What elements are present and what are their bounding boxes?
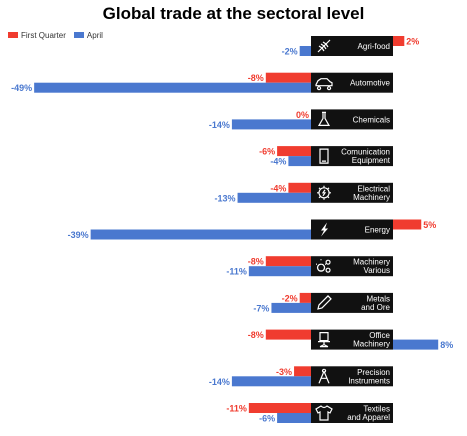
bar-april-comunication-equipment xyxy=(288,156,311,167)
bar-first-quarter-metals-and-ore xyxy=(299,292,311,303)
category-box-automotive xyxy=(311,72,393,93)
bar-april-automotive xyxy=(34,82,312,93)
bar-first-quarter-precision-instruments xyxy=(294,366,311,377)
value-label-first-quarter-precision-instruments: -3% xyxy=(276,367,292,377)
value-label-first-quarter-office-machinery: -8% xyxy=(248,330,264,340)
category-label-textiles-and-apparel: Textiles and Apparel xyxy=(347,405,390,423)
category-box-precision-instruments xyxy=(311,366,393,387)
bar-first-quarter-energy xyxy=(393,219,422,230)
value-label-first-quarter-agri-food: 2% xyxy=(406,37,419,47)
value-label-april-machinery-various: -11% xyxy=(226,267,247,277)
category-label-chemicals: Chemicals xyxy=(353,115,390,124)
bar-april-office-machinery xyxy=(393,339,439,350)
office-chair-icon xyxy=(318,332,330,348)
value-label-april-textiles-and-apparel: -6% xyxy=(259,414,275,424)
value-label-first-quarter-automotive: -8% xyxy=(248,73,264,83)
value-label-april-precision-instruments: -14% xyxy=(209,377,230,387)
category-box-machinery-various xyxy=(311,256,393,277)
legend-label-april: April xyxy=(86,30,103,40)
legend: First Quarter April xyxy=(8,28,111,42)
value-label-first-quarter-textiles-and-apparel: -11% xyxy=(226,404,247,414)
gears-icon xyxy=(316,259,331,273)
bar-april-machinery-various xyxy=(248,266,311,277)
legend-label-first-quarter: First Quarter xyxy=(21,30,66,40)
pencil-icon xyxy=(317,295,332,310)
category-box-agri-food xyxy=(311,36,393,56)
category-box-office-machinery xyxy=(311,329,393,350)
lightning-icon xyxy=(321,222,328,237)
category-box-textiles-and-apparel xyxy=(311,403,393,423)
bar-april-agri-food xyxy=(299,46,311,56)
bar-april-metals-and-ore xyxy=(271,302,311,313)
wheat-icon xyxy=(317,39,331,53)
category-label-office-machinery: Office Machinery xyxy=(353,331,390,349)
category-label-automotive: Automotive xyxy=(350,79,391,88)
value-label-april-metals-and-ore: -7% xyxy=(253,303,269,313)
bar-first-quarter-office-machinery xyxy=(265,329,311,340)
category-box-metals-and-ore xyxy=(311,292,393,313)
value-label-first-quarter-electrical-machinery: -4% xyxy=(270,183,286,193)
bar-first-quarter-machinery-various xyxy=(265,256,311,267)
category-label-metals-and-ore: Metals and Ore xyxy=(361,294,390,312)
bar-first-quarter-automotive xyxy=(265,72,311,83)
bar-april-chemicals xyxy=(231,119,311,130)
category-label-agri-food: Agri-food xyxy=(358,42,390,51)
bar-april-energy xyxy=(90,229,312,240)
category-label-energy: Energy xyxy=(365,226,390,235)
bar-april-precision-instruments xyxy=(231,376,311,387)
category-label-comunication-equipment: Comunication Equipment xyxy=(341,148,391,166)
compass-icon xyxy=(318,368,330,384)
clothing-icon xyxy=(315,405,333,421)
value-label-first-quarter-machinery-various: -8% xyxy=(248,257,264,267)
category-box-chemicals xyxy=(311,109,393,130)
category-box-comunication-equipment xyxy=(311,146,393,167)
value-label-april-electrical-machinery: -13% xyxy=(215,193,236,203)
value-label-april-office-machinery: 8% xyxy=(440,340,453,350)
value-label-first-quarter-chemicals: 0% xyxy=(296,110,309,120)
flask-icon xyxy=(317,111,331,127)
legend-swatch-april xyxy=(73,32,84,38)
category-label-machinery-various: Machinery Various xyxy=(353,258,390,276)
value-label-april-comunication-equipment: -4% xyxy=(270,157,286,167)
chart-title: Global trade at the sectoral level xyxy=(102,4,365,23)
value-label-first-quarter-energy: 5% xyxy=(423,220,436,230)
phone-icon xyxy=(319,148,329,164)
value-label-first-quarter-comunication-equipment: -6% xyxy=(259,147,275,157)
legend-item-first-quarter: First Quarter xyxy=(8,31,66,40)
bar-april-textiles-and-apparel xyxy=(277,413,311,423)
legend-item-april: April xyxy=(73,30,103,40)
category-label-electrical-machinery: Electrical Machinery xyxy=(353,184,390,202)
bar-april-electrical-machinery xyxy=(237,192,311,203)
value-label-april-chemicals: -14% xyxy=(209,120,230,130)
category-label-precision-instruments: Precision Instruments xyxy=(348,368,390,386)
legend-swatch-first-quarter xyxy=(8,32,18,38)
category-box-energy xyxy=(311,219,393,240)
bar-first-quarter-comunication-equipment xyxy=(277,146,311,157)
car-icon xyxy=(315,78,333,91)
gear-bolt-icon xyxy=(317,185,331,200)
category-box-electrical-machinery xyxy=(311,182,393,203)
value-label-april-automotive: -49% xyxy=(11,83,32,93)
value-label-april-agri-food: -2% xyxy=(282,47,298,57)
value-label-april-energy: -39% xyxy=(68,230,89,240)
bar-first-quarter-agri-food xyxy=(393,36,405,46)
bar-first-quarter-textiles-and-apparel xyxy=(248,403,311,413)
bar-first-quarter-electrical-machinery xyxy=(288,182,311,193)
value-label-first-quarter-metals-and-ore: -2% xyxy=(282,293,298,303)
